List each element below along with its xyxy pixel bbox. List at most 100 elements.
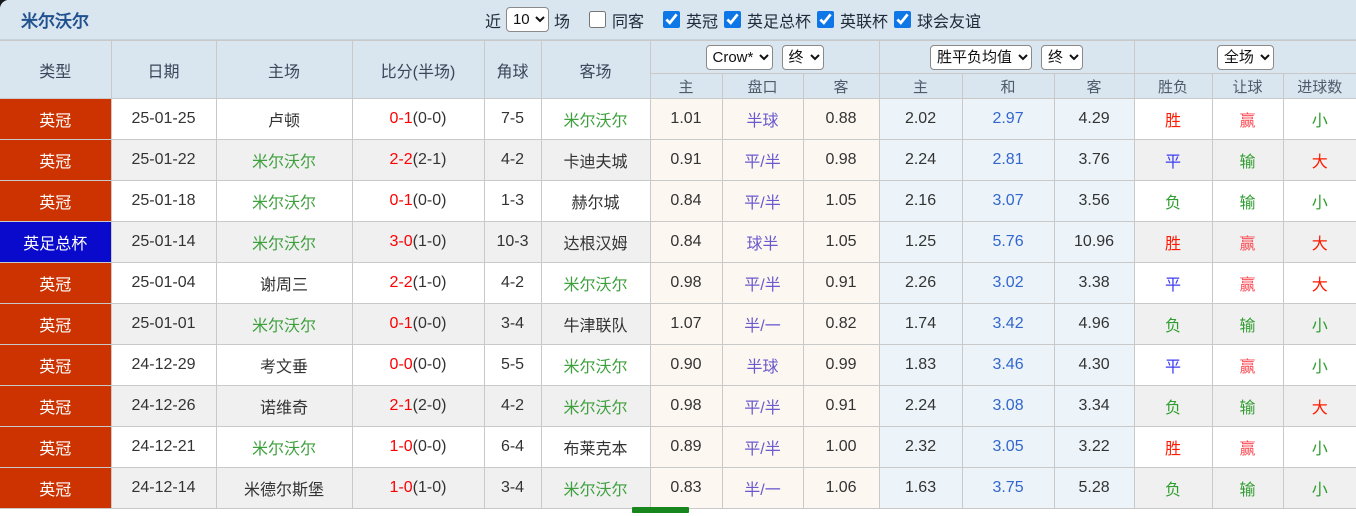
horizontal-scrollbar-thumb[interactable] — [632, 507, 689, 513]
fulltime-score: 2-2 — [389, 151, 413, 168]
subheader-asian-away: 客 — [802, 73, 880, 99]
halftime-score: (0-0) — [412, 192, 447, 209]
home-team-cell: 米德尔斯堡 — [215, 467, 353, 509]
result-goals-cell: 大 — [1282, 385, 1356, 427]
euro-away-odds-cell: 3.38 — [1053, 262, 1135, 304]
result-handicap-cell: 赢 — [1211, 426, 1284, 468]
euro-time-select[interactable]: 终 — [1041, 44, 1084, 70]
euro-draw-odds-cell: 3.75 — [961, 467, 1055, 509]
home-team-cell: 米尔沃尔 — [215, 303, 353, 345]
asian-away-odds-cell: 1.00 — [802, 426, 880, 468]
recent-count-select[interactable]: 10 — [505, 7, 549, 32]
away-team-cell: 赫尔城 — [540, 180, 651, 222]
competition-type-cell: 英冠 — [0, 139, 112, 181]
euro-away-odds-cell: 5.28 — [1053, 467, 1135, 509]
euro-away-odds-cell: 3.76 — [1053, 139, 1135, 181]
result-handicap-cell: 赢 — [1211, 221, 1284, 263]
euro-away-odds-cell: 4.96 — [1053, 303, 1135, 345]
asian-handicap-cell: 平/半 — [721, 180, 804, 222]
corners-cell: 6-4 — [483, 426, 542, 468]
euro-away-odds-cell: 3.22 — [1053, 426, 1135, 468]
euro-away-odds-cell: 4.29 — [1053, 98, 1135, 140]
bookmaker-select[interactable]: Crow* — [705, 44, 773, 70]
date-cell: 25-01-25 — [110, 98, 217, 140]
euro-draw-odds-cell: 3.46 — [961, 344, 1055, 386]
home-team-cell: 考文垂 — [215, 344, 353, 386]
date-cell: 24-12-26 — [110, 385, 217, 427]
competition-label-friendly: 球会友谊 — [917, 13, 982, 31]
subheader-euro-draw: 和 — [961, 73, 1055, 99]
asian-home-odds-cell: 0.84 — [649, 180, 723, 222]
competition-type-cell: 英冠 — [0, 98, 112, 140]
date-cell: 25-01-01 — [110, 303, 217, 345]
score-cell: 2-2(2-1) — [351, 139, 485, 181]
result-group-header: 全场 — [1133, 40, 1356, 74]
matches-label: 场 — [553, 13, 570, 31]
euro-away-odds-cell: 3.56 — [1053, 180, 1135, 222]
away-team-cell: 米尔沃尔 — [540, 385, 651, 427]
corners-cell: 7-5 — [483, 98, 542, 140]
result-goals-cell: 大 — [1282, 221, 1356, 263]
date-cell: 24-12-29 — [110, 344, 217, 386]
competition-checkbox-friendly[interactable] — [894, 11, 912, 28]
subheader-asian-home: 主 — [650, 73, 723, 99]
date-cell: 25-01-14 — [110, 221, 217, 263]
away-team-cell: 达根汉姆 — [540, 221, 651, 263]
corners-cell: 1-3 — [483, 180, 542, 222]
date-cell: 25-01-04 — [110, 262, 217, 304]
competition-label-championship: 英冠 — [685, 13, 718, 31]
euro-away-odds-cell: 10.96 — [1053, 221, 1135, 263]
result-scope-select[interactable]: 全场 — [1216, 44, 1274, 70]
home-team-cell: 谢周三 — [215, 262, 353, 304]
asian-handicap-cell: 半/一 — [721, 303, 804, 345]
team-title: 米尔沃尔 — [21, 12, 89, 31]
result-wdl-cell: 平 — [1133, 344, 1213, 386]
asian-home-odds-cell: 0.98 — [649, 262, 723, 304]
euro-home-odds-cell: 2.02 — [878, 98, 963, 140]
fulltime-score: 1-0 — [389, 438, 413, 455]
result-handicap-cell: 赢 — [1211, 262, 1284, 304]
table-row: 英冠 24-12-14 米德尔斯堡 1-0(1-0) 3-4 米尔沃尔 0.83… — [0, 467, 1356, 509]
table-row: 英冠 25-01-04 谢周三 2-2(1-0) 4-2 米尔沃尔 0.98 平… — [0, 262, 1356, 304]
away-team-cell: 米尔沃尔 — [540, 467, 651, 509]
halftime-score: (0-0) — [412, 315, 447, 332]
result-goals-cell: 小 — [1282, 303, 1356, 345]
euro-home-odds-cell: 2.24 — [878, 139, 963, 181]
asian-handicap-cell: 平/半 — [721, 426, 804, 468]
score-cell: 0-1(0-0) — [351, 180, 485, 222]
asian-home-odds-cell: 0.90 — [649, 344, 723, 386]
asian-handicap-cell: 平/半 — [721, 262, 804, 304]
euro-draw-odds-cell: 3.05 — [961, 426, 1055, 468]
table-row: 英冠 25-01-01 米尔沃尔 0-1(0-0) 3-4 牛津联队 1.07 … — [0, 303, 1356, 345]
result-goals-cell: 小 — [1282, 467, 1356, 509]
halftime-score: (1-0) — [412, 479, 447, 496]
asian-time-select[interactable]: 终 — [781, 44, 824, 70]
euro-home-odds-cell: 2.16 — [878, 180, 963, 222]
score-cell: 0-1(0-0) — [351, 98, 485, 140]
asian-home-odds-cell: 0.83 — [649, 467, 723, 509]
competition-type-cell: 英冠 — [0, 467, 112, 509]
home-team-cell: 米尔沃尔 — [215, 426, 353, 468]
score-cell: 2-1(2-0) — [351, 385, 485, 427]
competition-checkbox-facup[interactable] — [724, 11, 741, 28]
competition-checkbox-eflcup[interactable] — [817, 11, 835, 28]
date-cell: 25-01-22 — [110, 139, 217, 181]
corners-cell: 10-3 — [483, 221, 542, 263]
competition-checkbox-championship[interactable] — [662, 11, 680, 28]
column-header-type: 类型 — [0, 40, 112, 99]
euro-home-odds-cell: 1.83 — [878, 344, 963, 386]
column-header-date: 日期 — [110, 40, 217, 99]
competition-label-eflcup: 英联杯 — [840, 13, 889, 31]
asian-away-odds-cell: 0.88 — [802, 98, 880, 140]
table-row: 英冠 24-12-29 考文垂 0-0(0-0) 5-5 米尔沃尔 0.90 半… — [0, 344, 1356, 386]
euro-draw-odds-cell: 2.97 — [961, 98, 1055, 140]
result-wdl-cell: 胜 — [1133, 98, 1213, 140]
result-wdl-cell: 负 — [1133, 467, 1213, 509]
result-wdl-cell: 胜 — [1133, 426, 1213, 468]
same-away-checkbox[interactable] — [588, 11, 606, 28]
away-team-cell: 布莱克本 — [540, 426, 651, 468]
column-header-home: 主场 — [215, 40, 353, 99]
euro-mean-select[interactable]: 胜平负均值 — [930, 44, 1033, 70]
home-team-cell: 米尔沃尔 — [215, 221, 353, 263]
score-cell: 1-0(1-0) — [351, 467, 485, 509]
